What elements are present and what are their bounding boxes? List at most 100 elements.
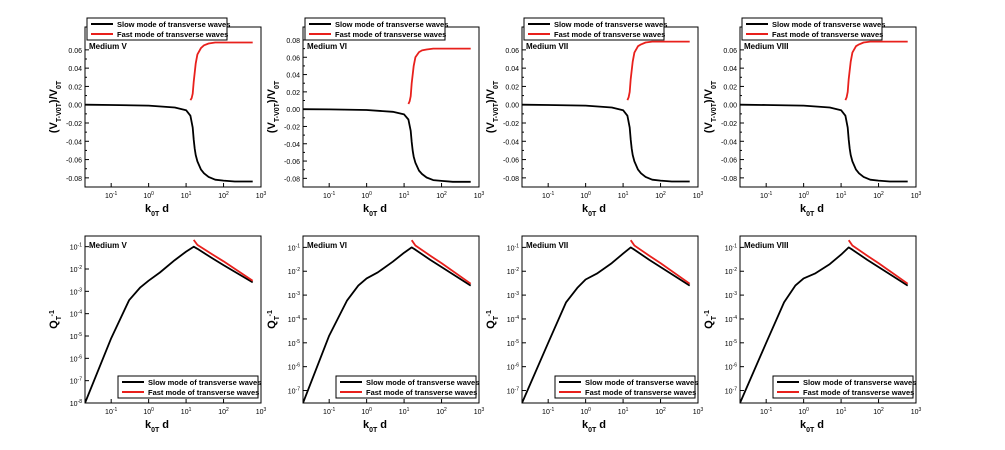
y-tick-label: 0.04 — [723, 66, 737, 73]
x-axis-label: k0T d — [145, 419, 169, 434]
y-axis-label: QT-1 — [485, 310, 500, 329]
x-tick-label: 103 — [693, 191, 704, 200]
legend-slow-label: Slow mode of transverse waves — [335, 20, 448, 29]
x-axis-label: k0T d — [582, 203, 606, 218]
y-tick-label: 10-6 — [725, 363, 737, 372]
legend-box — [741, 17, 883, 41]
y-tick-label: 10-6 — [288, 363, 300, 372]
x-tick-label: 103 — [474, 407, 485, 416]
y-tick-label: 10-7 — [288, 387, 300, 396]
y-tick-label: 10-2 — [507, 267, 519, 276]
legend-fast-label: Fast mode of transverse waves — [772, 30, 883, 39]
y-tick-label: 10-4 — [725, 315, 737, 324]
y-tick-label: -0.08 — [284, 176, 300, 183]
y-tick-label: -0.02 — [66, 121, 82, 128]
legend-slow-label: Slow mode of transverse waves — [366, 378, 479, 387]
y-tick-label: 10-1 — [70, 243, 82, 252]
x-tick-label: 102 — [655, 191, 666, 200]
x-tick-label: 100 — [143, 407, 154, 416]
x-tick-label: 100 — [143, 191, 154, 200]
fast-mode-line — [407, 47, 471, 105]
x-tick-label: 103 — [474, 191, 485, 200]
legend-slow-label: Slow mode of transverse waves — [585, 378, 698, 387]
y-tick-label: 0.06 — [68, 48, 82, 55]
legend-slow-label: Slow mode of transverse waves — [772, 20, 885, 29]
y-tick-label: 0.04 — [286, 73, 300, 80]
y-tick-label: 10-7 — [507, 387, 519, 396]
y-tick-label: 10-5 — [507, 339, 519, 348]
fast-mode-line — [847, 239, 909, 285]
y-tick-label: 10-5 — [725, 339, 737, 348]
y-tick-label: 0.04 — [505, 66, 519, 73]
y-tick-label: -0.02 — [503, 121, 519, 128]
panel-bottom-2: 10-7 10-6 10-5 10-4 10-3 10-2 10-1 10-1 100 101 10… — [266, 235, 485, 434]
x-tick-label: 103 — [693, 407, 704, 416]
y-tick-label: 10-4 — [507, 315, 519, 324]
x-tick-label: 100 — [580, 191, 591, 200]
x-tick-label: 10-1 — [760, 191, 772, 200]
medium-label: Medium VIII — [744, 241, 788, 250]
legend-fast-label: Fast mode of transverse waves — [803, 388, 914, 397]
y-tick-label: 10-2 — [70, 265, 82, 274]
plot-frame — [739, 235, 917, 404]
x-tick-label: 10-1 — [105, 191, 117, 200]
x-axis-label: k0T d — [800, 203, 824, 218]
slow-mode-line — [85, 103, 253, 183]
y-tick-label: 10-2 — [288, 267, 300, 276]
plot-frame — [302, 235, 480, 404]
x-tick-label: 100 — [798, 191, 809, 200]
y-tick-label: 0.00 — [505, 103, 519, 110]
x-tick-label: 103 — [256, 191, 267, 200]
x-tick-label: 10-1 — [323, 191, 335, 200]
x-axis-label: k0T d — [363, 419, 387, 434]
y-tick-label: -0.04 — [284, 142, 300, 149]
y-tick-label: -0.06 — [721, 158, 737, 165]
y-tick-label: 10-4 — [288, 315, 300, 324]
legend-slow-label: Slow mode of transverse waves — [554, 20, 667, 29]
x-tick-label: 102 — [436, 407, 447, 416]
legend-box — [304, 17, 446, 41]
x-axis-label: k0T d — [582, 419, 606, 434]
y-tick-label: 0.00 — [723, 103, 737, 110]
y-tick-label: 10-7 — [70, 377, 82, 386]
panel-top-3: -0.08 -0.06 -0.04 -0.02 0.00 0.02 0.04 0.06 10-1… — [485, 17, 704, 218]
x-tick-label: 101 — [618, 407, 629, 416]
legend-fast-label: Fast mode of transverse waves — [366, 388, 477, 397]
y-tick-label: 10-4 — [70, 310, 82, 319]
x-tick-label: 103 — [256, 407, 267, 416]
slow-mode-line — [522, 103, 690, 183]
fast-mode-line — [629, 239, 691, 285]
y-tick-label: 0.02 — [286, 90, 300, 97]
y-axis-label: (VT-V0T)/V0T — [266, 80, 281, 133]
slow-mode-line — [740, 103, 908, 183]
legend-box — [335, 375, 477, 399]
y-tick-label: 0.02 — [68, 84, 82, 91]
x-tick-label: 101 — [181, 407, 192, 416]
y-tick-label: -0.02 — [284, 124, 300, 131]
x-tick-label: 10-1 — [105, 407, 117, 416]
medium-label: Medium VI — [307, 42, 347, 51]
x-tick-label: 101 — [181, 191, 192, 200]
x-tick-label: 102 — [218, 191, 229, 200]
panel-bottom-4: 10-7 10-6 10-5 10-4 10-3 10-2 10-1 10-1 100 101 10… — [703, 235, 922, 434]
legend-fast-label: Fast mode of transverse waves — [335, 30, 446, 39]
x-tick-label: 10-1 — [542, 191, 554, 200]
y-axis-label: QT-1 — [703, 310, 718, 329]
y-axis-label: (VT-V0T)/V0T — [48, 80, 63, 133]
medium-label: Medium VI — [307, 241, 347, 250]
y-axis-label: (VT-V0T)/V0T — [485, 80, 500, 133]
fast-mode-line — [844, 40, 908, 101]
legend-slow-label: Slow mode of transverse waves — [803, 378, 916, 387]
y-tick-label: 10-3 — [288, 291, 300, 300]
panel-top-4: -0.08 -0.06 -0.04 -0.02 0.00 0.02 0.04 0.06 10-1… — [703, 17, 922, 218]
legend-box — [523, 17, 665, 41]
legend-slow-label: Slow mode of transverse waves — [148, 378, 261, 387]
legend-fast-label: Fast mode of transverse waves — [117, 30, 228, 39]
